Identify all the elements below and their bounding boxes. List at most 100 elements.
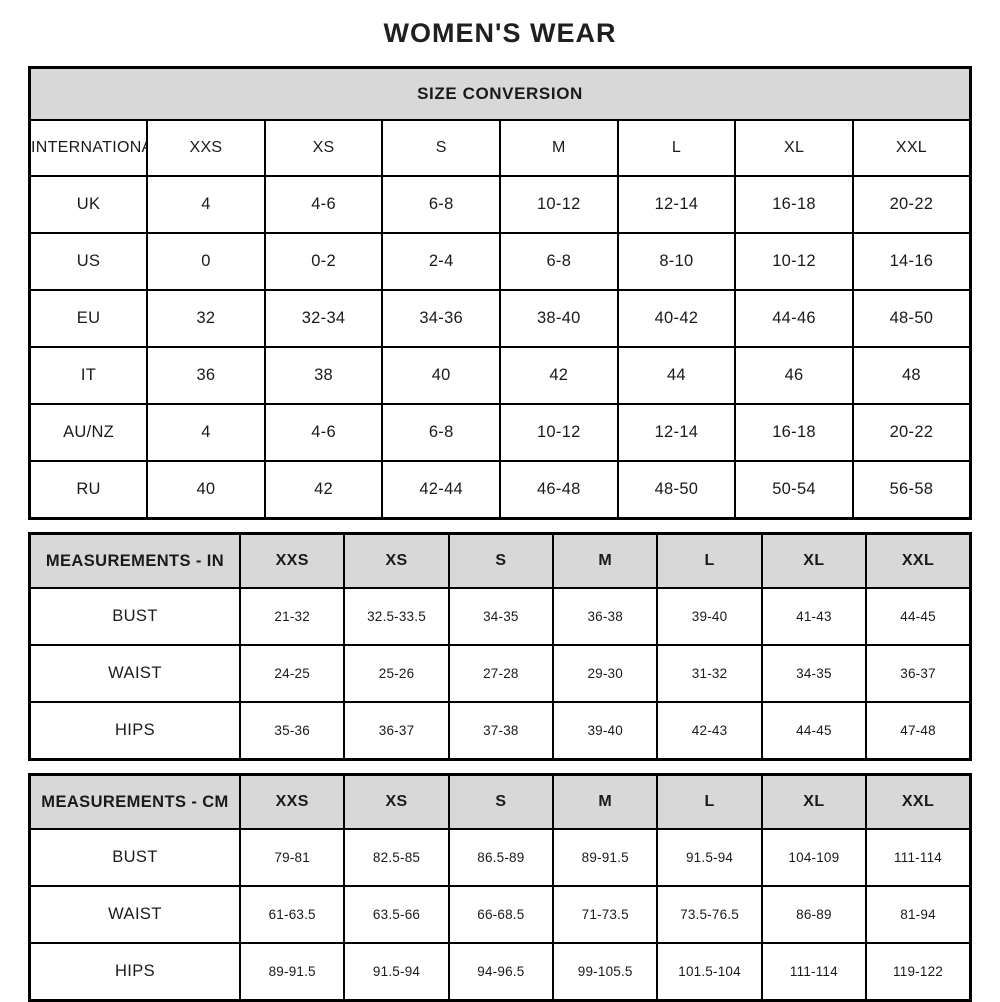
column-header-row: MEASUREMENTS - IN XXS XS S M L XL XXL <box>28 532 972 589</box>
table-row: AU/NZ 4 4-6 6-8 10-12 12-14 16-18 20-22 <box>28 403 972 462</box>
value-cell: 41-43 <box>760 587 868 646</box>
value-cell: 44-45 <box>865 587 972 646</box>
column-header: M <box>552 532 659 589</box>
column-header: XS <box>263 119 384 177</box>
value-cell: 79-81 <box>238 828 346 887</box>
value-cell: 91.5-94 <box>343 942 450 1002</box>
value-cell: 29-30 <box>552 644 659 703</box>
value-cell: 34-35 <box>760 644 868 703</box>
value-cell: 94-96.5 <box>447 942 555 1002</box>
value-cell: 99-105.5 <box>552 942 659 1002</box>
value-cell: 47-48 <box>865 701 972 761</box>
value-cell: 25-26 <box>343 644 450 703</box>
row-label: AU/NZ <box>28 403 149 462</box>
value-cell: 16-18 <box>734 175 854 234</box>
table-row: WAIST 61-63.5 63.5-66 66-68.5 71-73.5 73.5-76… <box>28 885 972 944</box>
column-header: XS <box>343 532 450 589</box>
value-cell: 8-10 <box>616 232 737 291</box>
value-cell: 0-2 <box>263 232 384 291</box>
value-cell: 61-63.5 <box>238 885 346 944</box>
table-row: EU 32 32-34 34-36 38-40 40-42 44-46 48-50 <box>28 289 972 348</box>
column-header: S <box>447 773 555 830</box>
value-cell: 4-6 <box>263 175 384 234</box>
value-cell: 2-4 <box>381 232 501 291</box>
value-cell: 24-25 <box>238 644 346 703</box>
table-row: BUST 21-32 32.5-33.5 34-35 36-38 39-40 41-43 44… <box>28 587 972 646</box>
value-cell: 89-91.5 <box>552 828 659 887</box>
value-cell: 42 <box>499 346 619 405</box>
value-cell: 44 <box>616 346 737 405</box>
value-cell: 32.5-33.5 <box>343 587 450 646</box>
size-conversion-body: INTERNATIONALXXSXSSMLXLXXLUK44-66-810-12… <box>28 119 972 520</box>
table-title-cell: MEASUREMENTS - IN <box>28 532 241 589</box>
size-conversion-header: SIZE CONVERSION <box>28 66 972 121</box>
value-cell: 6-8 <box>381 175 501 234</box>
value-cell: 6-8 <box>499 232 619 291</box>
value-cell: 36-37 <box>865 644 972 703</box>
row-label: RU <box>28 460 149 520</box>
column-header: XL <box>760 773 868 830</box>
value-cell: 32 <box>146 289 266 348</box>
value-cell: 14-16 <box>851 232 972 291</box>
measurements-in-body: MEASUREMENTS - IN XXS XS S M L XL XXL BUST 21-32 3… <box>28 532 972 761</box>
value-cell: 10-12 <box>734 232 854 291</box>
value-cell: 50-54 <box>734 460 854 520</box>
size-conversion-table: SIZE CONVERSION INTERNATIONALXXSXSSMLXLX… <box>28 66 972 520</box>
column-header: XXS <box>238 773 346 830</box>
value-cell: 12-14 <box>616 403 737 462</box>
value-cell: 111-114 <box>865 828 972 887</box>
measurements-cm-body: MEASUREMENTS - CM XXS XS S M L XL XXL BUST 79-81 8… <box>28 773 972 1002</box>
value-cell: 32-34 <box>263 289 384 348</box>
value-cell: 36-38 <box>552 587 659 646</box>
table-row: BUST 79-81 82.5-85 86.5-89 89-91.5 91.5-94 104… <box>28 828 972 887</box>
measurements-in-table: MEASUREMENTS - IN XXS XS S M L XL XXL BUST 21-32 3… <box>28 532 972 761</box>
column-header-row: MEASUREMENTS - CM XXS XS S M L XL XXL <box>28 773 972 830</box>
row-label: BUST <box>28 828 241 887</box>
value-cell: 10-12 <box>499 403 619 462</box>
value-cell: 56-58 <box>851 460 972 520</box>
value-cell: 31-32 <box>656 644 763 703</box>
value-cell: 12-14 <box>616 175 737 234</box>
column-header: XXS <box>146 119 266 177</box>
value-cell: 0 <box>146 232 266 291</box>
row-label: WAIST <box>28 885 241 944</box>
table-row: US 0 0-2 2-4 6-8 8-10 10-12 14-16 <box>28 232 972 291</box>
value-cell: 4 <box>146 403 266 462</box>
value-cell: 101.5-104 <box>656 942 763 1002</box>
table-row: UK 4 4-6 6-8 10-12 12-14 16-18 20-22 <box>28 175 972 234</box>
value-cell: 4 <box>146 175 266 234</box>
value-cell: 42-44 <box>381 460 501 520</box>
value-cell: 42 <box>263 460 384 520</box>
value-cell: 40 <box>146 460 266 520</box>
row-label: WAIST <box>28 644 241 703</box>
column-header-row: INTERNATIONALXXSXSSMLXLXXL <box>28 119 972 177</box>
row-label: EU <box>28 289 149 348</box>
value-cell: 36-37 <box>343 701 450 761</box>
column-header: S <box>447 532 555 589</box>
table-row: SIZE CONVERSION <box>28 66 972 121</box>
row-label: HIPS <box>28 701 241 761</box>
value-cell: 4-6 <box>263 403 384 462</box>
row-label: US <box>28 232 149 291</box>
row-label: IT <box>28 346 149 405</box>
column-header: XXS <box>238 532 346 589</box>
table-row: HIPS 89-91.5 91.5-94 94-96.5 99-105.5 101.5-1… <box>28 942 972 1002</box>
value-cell: 20-22 <box>851 175 972 234</box>
value-cell: 20-22 <box>851 403 972 462</box>
table-row: RU 40 42 42-44 46-48 48-50 50-54 56-58 <box>28 460 972 520</box>
column-header: M <box>499 119 619 177</box>
value-cell: 39-40 <box>552 701 659 761</box>
value-cell: 40 <box>381 346 501 405</box>
row-label: BUST <box>28 587 241 646</box>
value-cell: 42-43 <box>656 701 763 761</box>
value-cell: 38 <box>263 346 384 405</box>
value-cell: 34-36 <box>381 289 501 348</box>
column-header: XXL <box>865 773 972 830</box>
table-row: IT 36 38 40 42 44 46 48 <box>28 346 972 405</box>
column-header: XXL <box>865 532 972 589</box>
value-cell: 111-114 <box>760 942 868 1002</box>
value-cell: 71-73.5 <box>552 885 659 944</box>
value-cell: 16-18 <box>734 403 854 462</box>
value-cell: 66-68.5 <box>447 885 555 944</box>
measurements-cm-table: MEASUREMENTS - CM XXS XS S M L XL XXL BUST 79-81 8… <box>28 773 972 1002</box>
